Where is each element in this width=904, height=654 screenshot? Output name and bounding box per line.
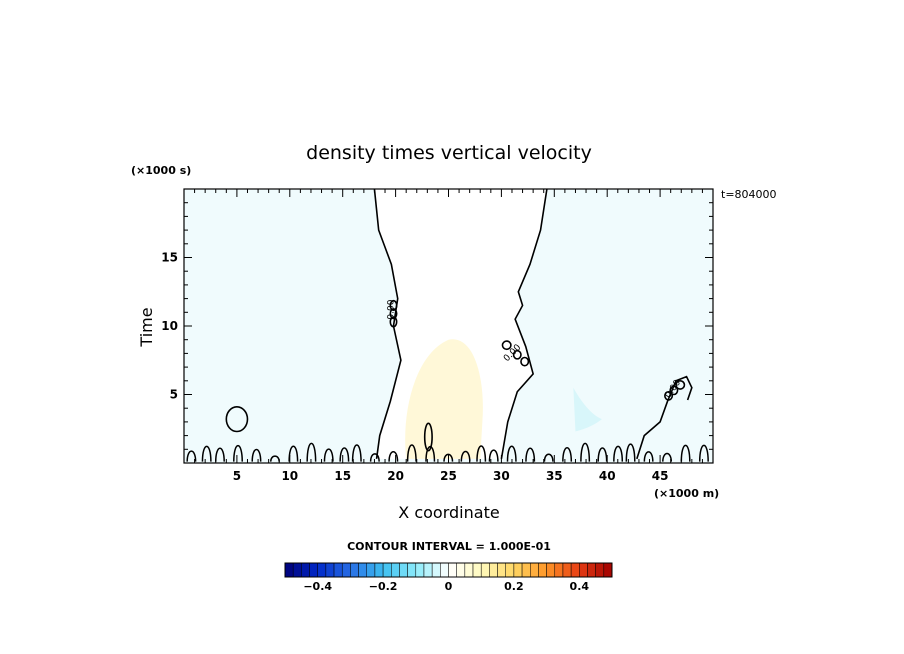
zero-contour-east (636, 375, 693, 460)
colorbar-cell (415, 562, 425, 578)
x-tick-label: 5 (233, 469, 241, 483)
colorbar-cell (472, 562, 482, 578)
contour-value-label: 0.00 (386, 299, 396, 319)
x-axis-label: X coordinate (398, 503, 499, 522)
x-tick-label: 40 (599, 469, 616, 483)
closed-contour-3 (512, 349, 522, 360)
colorbar-cell (407, 562, 417, 578)
x-axis-ticks: 5 10 15 20 25 30 35 40 45 (233, 469, 669, 483)
x-tick-label: 15 (334, 469, 351, 483)
surface-contours (186, 442, 709, 462)
colorbar-cell (309, 562, 318, 578)
colorbar-cell (440, 562, 449, 578)
colorbar-cell (448, 562, 457, 578)
x-tick-label: 45 (652, 469, 669, 483)
colorbar-frame (284, 562, 613, 578)
y-axis-label: Time (137, 307, 156, 347)
colorbar-cell (538, 562, 547, 578)
colorbar-cell (497, 562, 506, 578)
colorbar-tick-label: −0.2 (369, 580, 398, 593)
y-axis-ticks: 5 10 15 (161, 251, 178, 402)
colorbar-cell (587, 562, 596, 578)
closed-contour-0 (225, 406, 249, 433)
y-axis-unit: (×1000 s) (131, 164, 191, 177)
colorbar-cell (292, 562, 302, 578)
colorbar-cell (382, 562, 392, 578)
colorbar-cell (284, 562, 294, 578)
x-tick-label: 35 (546, 469, 563, 483)
plot-area: 0.000.000.00 (183, 188, 714, 464)
colorbar-cell (350, 562, 359, 578)
closed-contour-4 (520, 356, 530, 367)
colorbar-cell (603, 562, 613, 578)
colorbar-cell (530, 562, 539, 578)
y-tick-label: 15 (161, 251, 178, 265)
colorbar-cell (505, 562, 515, 578)
colorbar-cell (431, 562, 441, 578)
colorbar-cell (521, 562, 531, 578)
colorbar-cell (358, 562, 368, 578)
negative-region (573, 387, 602, 432)
colorbar-tick-label: 0.4 (570, 580, 590, 593)
closed-contour-8 (389, 299, 398, 312)
colorbar-cell (464, 562, 474, 578)
closed-contour-5 (675, 380, 686, 390)
contour-interval-label: CONTOUR INTERVAL = 1.000E-01 (347, 540, 551, 553)
colorbar-tick-label: −0.4 (303, 580, 332, 593)
closed-contour-1 (423, 422, 433, 452)
colorbar-cell (399, 562, 408, 578)
colorbar-cell (325, 562, 335, 578)
colorbar-cell (570, 562, 580, 578)
colorbar-cell (391, 562, 400, 578)
colorbar-cell (317, 562, 327, 578)
chart-title: density times vertical velocity (306, 142, 592, 164)
colorbar-cell (341, 562, 351, 578)
colorbar-cell (595, 562, 605, 578)
colorbar-cell (374, 562, 384, 578)
closed-contour-7 (664, 390, 674, 401)
colorbar-cell (546, 562, 556, 578)
colorbar-cell (301, 562, 310, 578)
colorbar-cell (456, 562, 466, 578)
colorbar-cell (366, 562, 376, 578)
x-tick-label: 20 (387, 469, 404, 483)
x-tick-label: 25 (440, 469, 457, 483)
zero-contour-right (500, 188, 548, 460)
colorbar-cell (480, 562, 490, 578)
closed-contour-2 (501, 340, 512, 351)
colorbar-tick-label: 0 (445, 580, 453, 593)
colorbar-cell (423, 562, 433, 578)
colorbar-cell (579, 562, 588, 578)
colorbar-cell (333, 562, 343, 578)
colorbar-cell (554, 562, 564, 578)
closed-contour-10 (389, 316, 398, 328)
x-axis-unit: (×1000 m) (654, 487, 719, 500)
closed-contour-9 (389, 308, 398, 320)
colorbar-cell (513, 562, 523, 578)
closed-contour-6 (669, 385, 679, 396)
x-tick-label: 30 (493, 469, 510, 483)
colorbar-cell (489, 562, 498, 578)
time-stamp: t=804000 (721, 188, 777, 201)
colorbar-cell (562, 562, 572, 578)
minor-ticks (183, 188, 714, 464)
x-tick-label: 10 (281, 469, 298, 483)
colorbar-tick-label: 0.2 (504, 580, 524, 593)
y-tick-label: 10 (161, 319, 178, 333)
y-tick-label: 5 (170, 388, 178, 402)
colorbar: −0.4 −0.2 0 0.2 0.4 (284, 562, 613, 593)
